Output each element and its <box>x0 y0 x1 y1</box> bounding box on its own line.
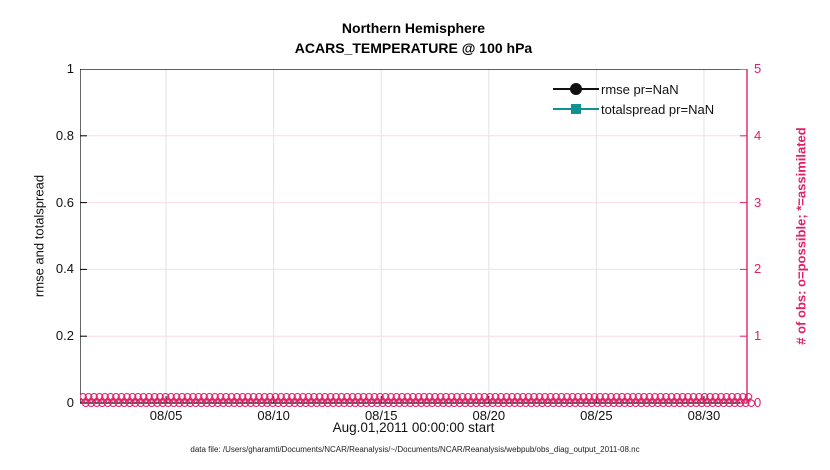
y-tick-label-right: 1 <box>754 328 762 344</box>
y-tick-label-right: 5 <box>754 61 762 76</box>
y-tick-label-left: 0 <box>66 395 74 410</box>
x-tick-label: 08/20 <box>472 408 506 423</box>
legend-label-rmse: rmse pr=NaN <box>601 81 679 97</box>
y-tick-label-right: 4 <box>754 127 762 143</box>
chart-subtitle: ACARS_TEMPERATURE @ 100 hPa <box>294 40 533 57</box>
legend-item-rmse: rmse pr=NaN <box>553 79 714 99</box>
y-tick-label-right: 2 <box>754 261 762 277</box>
y-tick-label-left: 0.8 <box>55 127 74 143</box>
x-tick-label: 08/15 <box>364 408 398 423</box>
chart-title: Northern Hemisphere <box>341 20 486 36</box>
y-tick-label-left: 0.4 <box>55 261 74 277</box>
plot-area <box>80 69 756 408</box>
rmse-circle-marker-icon <box>570 83 582 95</box>
y-tick-label-right: 0 <box>754 395 762 410</box>
totalspread-line-swatch <box>553 102 599 116</box>
rmse-line-swatch <box>553 82 599 96</box>
totalspread-square-marker-icon <box>571 104 581 114</box>
x-tick-label: 08/30 <box>687 408 721 423</box>
legend-item-totalspread: totalspread pr=NaN <box>553 99 714 119</box>
y-tick-label-left: 1 <box>66 61 74 76</box>
x-tick-label: 08/05 <box>149 408 183 423</box>
right-y-axis-label: # of obs: o=possible; *=assimilated <box>793 127 809 345</box>
x-tick-label: 08/10 <box>257 408 290 423</box>
x-tick-label: 08/25 <box>580 408 613 423</box>
left-y-axis-label: rmse and totalspread <box>31 174 47 298</box>
obs-markers-band <box>80 392 756 408</box>
data-file-path: data file: /Users/gharamti/Documents/NCA… <box>190 445 640 454</box>
legend: rmse pr=NaN totalspread pr=NaN <box>553 79 714 119</box>
legend-label-totalspread: totalspread pr=NaN <box>601 101 715 117</box>
chart-title-block: Northern Hemisphere ACARS_TEMPERATURE @ … <box>80 18 747 59</box>
y-tick-label-left: 0.6 <box>55 194 74 210</box>
y-tick-label-right: 3 <box>754 194 762 210</box>
x-axis-label: Aug.01,2011 00:00:00 start <box>332 420 495 435</box>
y-tick-label-left: 0.2 <box>55 328 74 344</box>
